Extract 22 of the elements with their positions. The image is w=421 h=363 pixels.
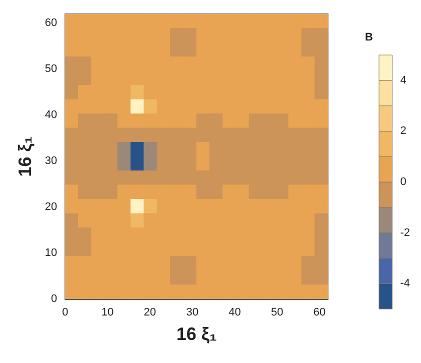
color-bar-label: -4	[400, 278, 410, 290]
color-bar-label: 2	[400, 125, 406, 138]
y-tick-label: 0	[51, 293, 58, 305]
y-tick-label: 30	[44, 155, 58, 168]
y-tick-label: 20	[44, 201, 58, 214]
color-bar-label: 0	[400, 176, 406, 188]
x-tick-label: 20	[144, 306, 156, 318]
y-tick-label: 40	[44, 109, 58, 122]
color-bar-label: 4	[400, 74, 406, 86]
y-tick-label: 50	[44, 63, 58, 76]
x-tick-label: 10	[101, 306, 114, 318]
x-tick-label: 30	[186, 306, 198, 318]
x-tick-label: 60	[313, 306, 326, 318]
x-tick-label: 40	[228, 306, 241, 318]
x-tick-label: 0	[62, 306, 68, 318]
x-tick-label: 50	[271, 306, 284, 318]
color-bar-label: -2	[400, 226, 410, 239]
x-axis-title: 16 ξ₁	[176, 324, 217, 344]
y-tick-label: 10	[44, 247, 58, 260]
color-bar-title: B	[365, 32, 373, 44]
y-tick-label: 60	[44, 17, 58, 30]
y-axis-title: 16 ξ₁	[15, 136, 35, 177]
